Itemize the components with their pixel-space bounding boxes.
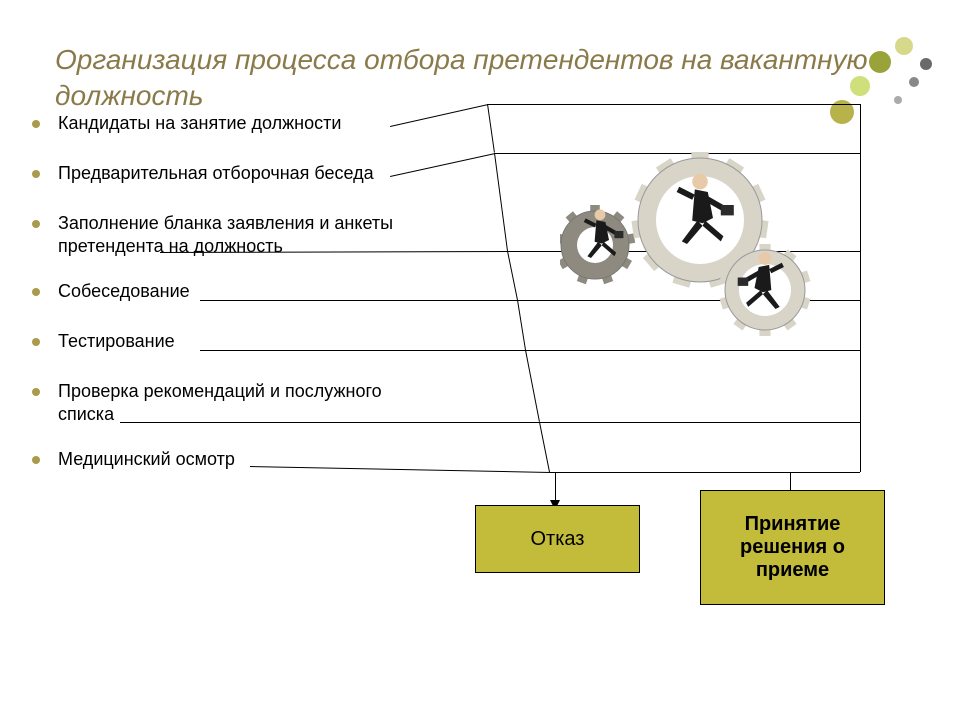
- accept-box: Принятие решения о приеме: [700, 490, 885, 605]
- funnel-connector-line: [517, 300, 526, 350]
- process-step-label: Тестирование: [58, 330, 175, 353]
- bullet-dot-icon: [32, 456, 40, 464]
- process-step-label: Предварительная отборочная беседа: [58, 162, 374, 185]
- process-step: Проверка рекомендаций и послужного списк…: [32, 380, 442, 425]
- funnel-connector-line: [526, 350, 860, 351]
- process-step-label: Кандидаты на занятие должности: [58, 112, 341, 135]
- process-step: Предварительная отборочная беседа: [32, 162, 442, 185]
- reject-label: Отказ: [531, 528, 585, 551]
- process-step-label: Заполнение бланка заявления и анкеты пре…: [58, 212, 442, 257]
- bullet-dot-icon: [32, 220, 40, 228]
- funnel-connector-line: [120, 422, 540, 423]
- process-step: Медицинский осмотр: [32, 448, 442, 471]
- process-step-label: Проверка рекомендаций и послужного списк…: [58, 380, 442, 425]
- funnel-connector-line: [540, 422, 860, 423]
- funnel-connector-line: [200, 300, 518, 301]
- bullet-dot-icon: [32, 338, 40, 346]
- outcome-arrow-stem: [555, 472, 556, 500]
- bullet-dot-icon: [32, 288, 40, 296]
- process-step: Заполнение бланка заявления и анкеты пре…: [32, 212, 442, 257]
- funnel-connector-line: [539, 422, 550, 472]
- funnel-connector-line: [525, 350, 540, 422]
- process-step-label: Собеседование: [58, 280, 190, 303]
- process-step: Кандидаты на занятие должности: [32, 112, 442, 135]
- funnel-right-edge: [860, 104, 861, 472]
- bullet-dot-icon: [32, 388, 40, 396]
- accept-label: Принятие решения о приеме: [707, 513, 878, 582]
- reject-box: Отказ: [475, 505, 640, 573]
- funnel-connector-line: [488, 104, 860, 105]
- funnel-connector-line: [200, 350, 526, 351]
- gears-businessmen-illustration: [560, 140, 825, 340]
- bullet-dot-icon: [32, 170, 40, 178]
- process-step-label: Медицинский осмотр: [58, 448, 235, 471]
- funnel-connector-line: [494, 153, 508, 251]
- funnel-connector-line: [550, 472, 860, 473]
- bullet-dot-icon: [32, 120, 40, 128]
- funnel-connector-line: [507, 251, 518, 300]
